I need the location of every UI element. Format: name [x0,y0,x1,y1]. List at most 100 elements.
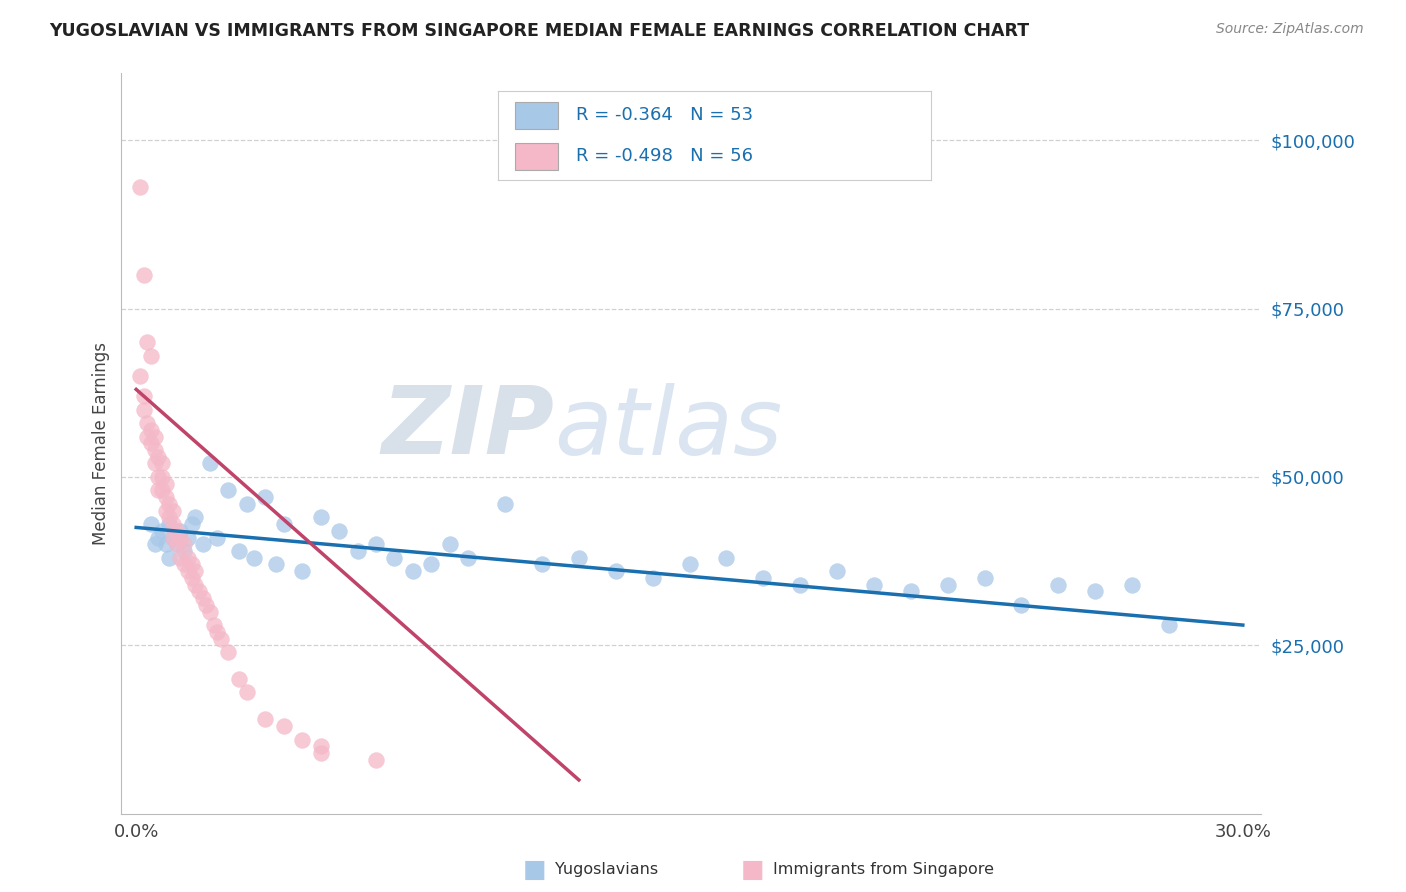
Point [364,753,387,767]
Point [157,510,180,524]
Point [209,632,232,646]
Text: atlas: atlas [554,383,783,474]
Point [217,645,239,659]
Point [273,517,295,532]
Point [184,577,207,591]
Point [530,558,553,572]
Point [309,739,332,754]
Point [166,524,188,538]
Point [207,531,229,545]
Point [291,564,314,578]
Point [136,416,159,430]
Point [207,624,229,639]
Point [173,558,195,572]
Point [157,497,180,511]
Point [128,368,150,383]
Point [157,517,180,532]
Point [825,564,848,578]
Point [198,457,221,471]
Text: ■: ■ [523,858,546,881]
Point [169,524,191,538]
Point [1121,577,1143,591]
Point [148,531,170,545]
Point [863,577,886,591]
Point [150,483,173,498]
Point [439,537,461,551]
Point [494,497,516,511]
Point [148,470,170,484]
Point [128,180,150,194]
Point [266,558,288,572]
Point [346,544,368,558]
Point [180,571,202,585]
Point [228,672,250,686]
Point [148,483,170,498]
Point [162,503,184,517]
Point [157,550,180,565]
Point [177,550,200,565]
Point [191,537,214,551]
Point [139,423,162,437]
Point [187,584,209,599]
Point [143,429,166,443]
Point [148,450,170,464]
Point [191,591,214,606]
Point [202,618,225,632]
Point [143,443,166,458]
Point [162,517,184,532]
Y-axis label: Median Female Earnings: Median Female Earnings [93,342,110,545]
Point [973,571,995,585]
Point [173,544,195,558]
Point [132,402,155,417]
Text: ZIP: ZIP [381,383,554,475]
Text: YUGOSLAVIAN VS IMMIGRANTS FROM SINGAPORE MEDIAN FEMALE EARNINGS CORRELATION CHAR: YUGOSLAVIAN VS IMMIGRANTS FROM SINGAPORE… [49,22,1029,40]
Point [309,746,332,760]
Text: Yugoslavians: Yugoslavians [555,863,658,877]
Point [177,531,200,545]
Point [155,490,177,504]
Point [364,537,387,551]
Point [678,558,700,572]
Point [420,558,443,572]
Point [1157,618,1180,632]
Point [139,436,162,450]
Point [236,685,259,699]
Point [173,537,195,551]
Point [217,483,239,498]
Point [273,719,295,733]
Point [162,531,184,545]
Point [180,558,202,572]
Point [384,550,406,565]
Point [177,564,200,578]
Point [1011,598,1033,612]
Point [180,517,202,532]
Point [228,544,250,558]
Point [143,457,166,471]
Point [169,550,191,565]
Point [139,349,162,363]
Point [605,564,627,578]
Point [1047,577,1070,591]
Point [195,598,218,612]
Text: ■: ■ [741,858,763,881]
Point [166,537,188,551]
Point [568,550,591,565]
Point [254,490,277,504]
Point [150,524,173,538]
Point [155,503,177,517]
Point [136,429,159,443]
Point [328,524,350,538]
Point [402,564,425,578]
Point [132,389,155,403]
Point [184,510,207,524]
Point [162,531,184,545]
Point [136,335,159,350]
Point [150,470,173,484]
Point [641,571,664,585]
Point [900,584,922,599]
Point [169,531,191,545]
Point [457,550,479,565]
Point [198,605,221,619]
Point [254,712,277,726]
Point [752,571,775,585]
